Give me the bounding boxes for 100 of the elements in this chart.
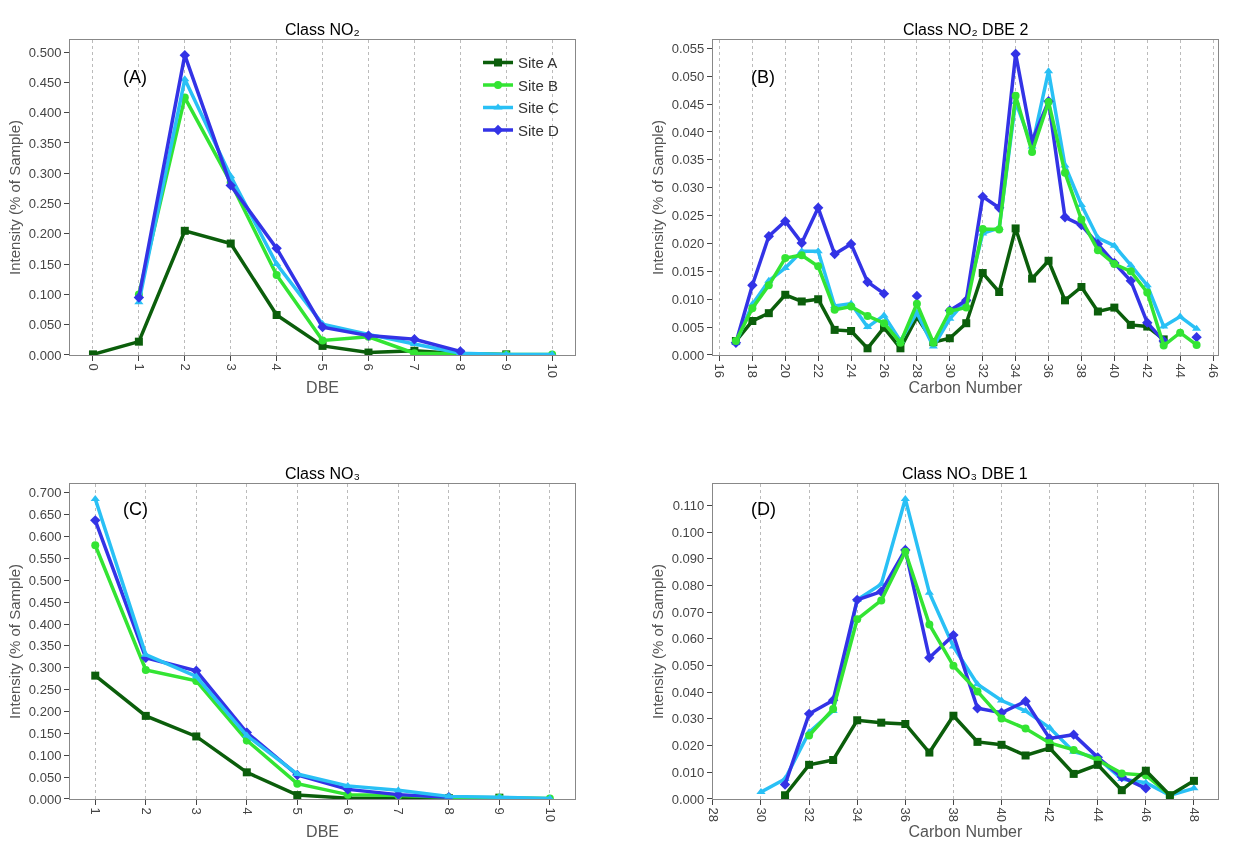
x-tick-label: 30 — [942, 363, 958, 379]
x-tick-label: 46 — [1138, 807, 1154, 823]
x-tick-label: 9 — [499, 363, 515, 371]
x-tick-label: 22 — [810, 363, 826, 379]
x-tick-label: 38 — [1074, 363, 1090, 379]
y-tick-label: 0.100 — [28, 286, 62, 302]
x-tick-label: 38 — [946, 807, 962, 823]
y-tick-label: 0.200 — [28, 704, 62, 720]
y-axis-title: Intensity (% of Sample) — [648, 119, 666, 276]
y-tick-label: 0.400 — [28, 105, 62, 121]
y-tick-label: 0.350 — [28, 638, 62, 654]
x-tick-label: 16 — [712, 363, 728, 379]
y-tick-label: 0.025 — [671, 208, 705, 224]
x-tick-label: 3 — [189, 807, 205, 815]
x-tick-label: 8 — [441, 807, 457, 815]
y-axis-title: Intensity (% of Sample) — [6, 563, 24, 720]
x-tick-label: 36 — [898, 807, 914, 823]
x-tick-label: 44 — [1090, 807, 1106, 823]
x-tick-label: 46 — [1205, 363, 1221, 379]
legend-label: Site B — [518, 76, 559, 94]
x-axis-title: DBE — [306, 822, 340, 840]
y-tick-label: 0.080 — [671, 578, 705, 594]
y-tick-label: 0.010 — [671, 291, 705, 307]
y-tick-label: 0.090 — [671, 551, 705, 567]
y-tick-label: 0.000 — [28, 791, 62, 807]
legend-label: Site C — [518, 99, 560, 117]
chart-title: Class NO₃ DBE 1 — [902, 465, 1028, 482]
x-tick-label: 30 — [753, 807, 769, 823]
y-tick-label: 0.100 — [28, 747, 62, 763]
y-tick-label: 0.050 — [28, 769, 62, 785]
x-tick-label: 32 — [975, 363, 991, 379]
chart-title: Class NO₃ — [285, 465, 360, 482]
x-tick-label: 48 — [1186, 807, 1202, 823]
x-tick-label: 26 — [876, 363, 892, 379]
annotation: (A) — [123, 67, 147, 87]
y-tick-label: 0.020 — [671, 738, 705, 754]
y-tick-label: 0.250 — [28, 682, 62, 698]
y-tick-label: 0.030 — [671, 711, 705, 727]
x-axis-title: Carbon Number — [908, 822, 1024, 840]
y-tick-label: 0.450 — [28, 594, 62, 610]
legend-label: Site D — [518, 121, 560, 139]
x-tick-label: 28 — [705, 807, 721, 823]
x-tick-label: 10 — [542, 807, 558, 823]
y-tick-label: 0.450 — [28, 74, 62, 90]
x-tick-label: 5 — [290, 807, 306, 815]
x-tick-label: 20 — [778, 363, 794, 379]
y-tick-label: 0.040 — [671, 124, 705, 140]
y-tick-label: 0.010 — [671, 764, 705, 780]
y-tick-label: 0.050 — [28, 317, 62, 333]
y-tick-label: 0.060 — [671, 631, 705, 647]
y-tick-label: 0.005 — [671, 319, 705, 335]
y-tick-label: 0.350 — [28, 135, 62, 151]
x-tick-label: 1 — [131, 363, 147, 371]
x-tick-label: 40 — [994, 807, 1010, 823]
y-tick-label: 0.070 — [671, 604, 705, 620]
y-tick-label: 0.000 — [671, 791, 705, 807]
x-tick-label: 9 — [492, 807, 508, 815]
x-tick-label: 4 — [269, 363, 285, 371]
x-tick-label: 34 — [849, 807, 865, 823]
x-tick-label: 2 — [138, 807, 154, 815]
legend-label: Site A — [518, 54, 558, 72]
y-tick-label: 0.500 — [28, 572, 62, 588]
y-tick-label: 0.030 — [671, 180, 705, 196]
y-axis-title: Intensity (% of Sample) — [6, 119, 24, 276]
y-tick-label: 0.110 — [672, 497, 705, 513]
y-tick-label: 0.020 — [671, 236, 705, 252]
y-tick-label: 0.150 — [28, 725, 62, 741]
x-axis-title: DBE — [306, 378, 340, 396]
chart-title: Class NO₂ DBE 2 — [903, 21, 1029, 38]
x-tick-label: 10 — [544, 363, 560, 379]
y-tick-label: 0.300 — [28, 660, 62, 676]
x-tick-label: 36 — [1041, 363, 1057, 379]
x-tick-label: 6 — [340, 807, 356, 815]
x-tick-label: 6 — [361, 363, 377, 371]
x-tick-label: 1 — [88, 807, 104, 815]
x-tick-label: 44 — [1172, 363, 1188, 379]
y-tick-label: 0.050 — [671, 658, 705, 674]
x-tick-label: 3 — [223, 363, 239, 371]
y-tick-label: 0.050 — [671, 68, 705, 84]
x-tick-label: 32 — [801, 807, 817, 823]
y-tick-label: 0.000 — [28, 347, 62, 363]
x-tick-label: 24 — [843, 363, 859, 379]
y-tick-label: 0.700 — [28, 485, 62, 501]
y-tick-label: 0.250 — [28, 196, 62, 212]
y-tick-label: 0.600 — [28, 529, 62, 545]
x-tick-label: 4 — [239, 807, 255, 815]
y-tick-label: 0.650 — [28, 507, 62, 523]
x-tick-label: 7 — [391, 807, 407, 815]
y-tick-label: 0.015 — [671, 263, 705, 279]
x-tick-label: 5 — [315, 363, 331, 371]
y-tick-label: 0.055 — [671, 40, 705, 56]
x-tick-label: 7 — [407, 363, 423, 371]
y-axis-title: Intensity (% of Sample) — [648, 563, 666, 720]
x-tick-label: 42 — [1140, 363, 1156, 379]
y-tick-label: 0.100 — [671, 524, 705, 540]
x-tick-label: 2 — [177, 363, 193, 371]
y-tick-label: 0.550 — [28, 550, 62, 566]
y-tick-label: 0.000 — [671, 347, 705, 363]
y-tick-label: 0.500 — [28, 44, 62, 60]
chart-title: Class NO₂ — [285, 21, 360, 38]
